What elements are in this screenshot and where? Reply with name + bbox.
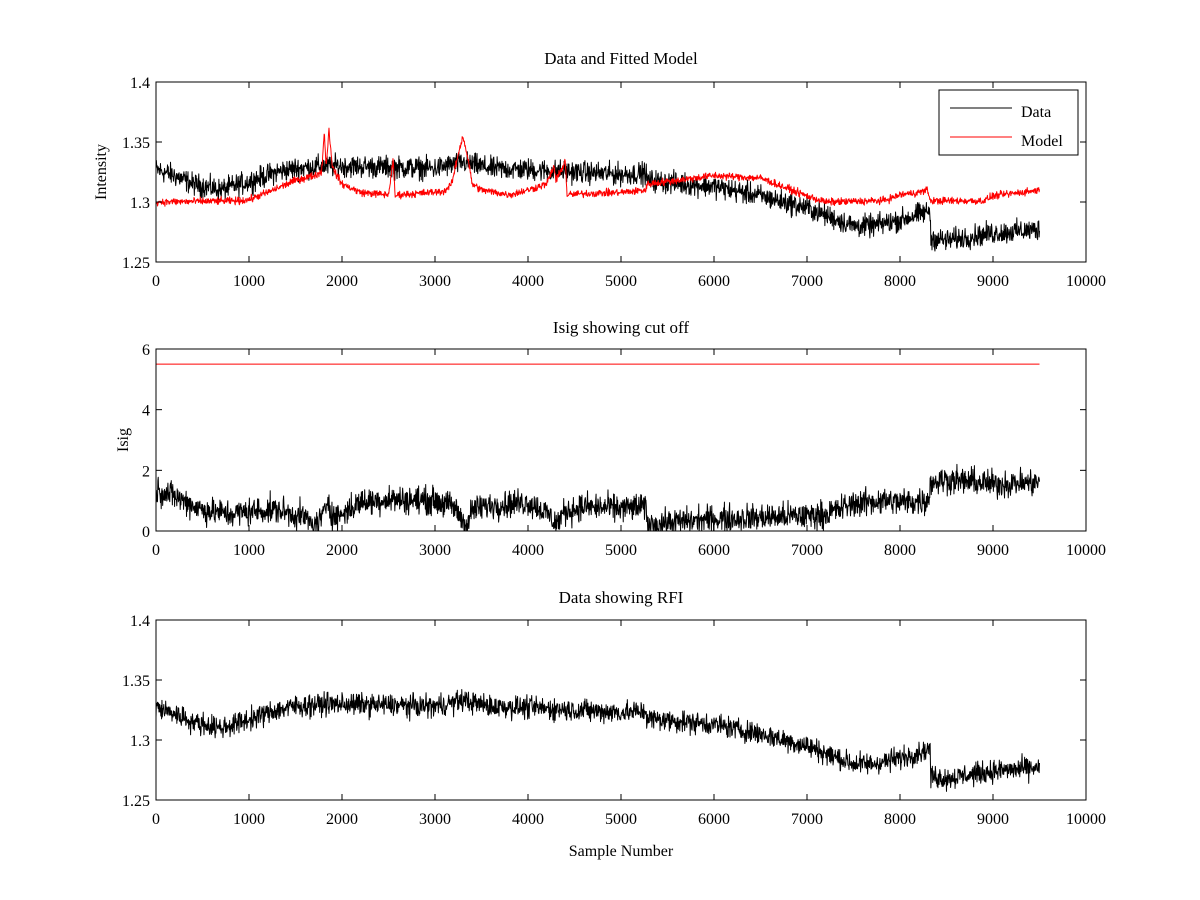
x-tick-label: 5000 [605, 542, 637, 559]
subplot-2-series-line [155, 463, 1040, 532]
subplot-2-title: Isig showing cut off [553, 318, 689, 337]
subplot-1-ticks: 0 1000 2000 3000 4000 5000 6000 7000 8000 9000 100… [122, 75, 1106, 290]
x-tick-label: 4000 [512, 811, 544, 828]
x-tick-label: 8000 [884, 273, 916, 290]
x-tick-label: 0 [152, 811, 160, 828]
legend-data-label: Data [1021, 104, 1051, 121]
x-tick-label: 8000 [884, 811, 916, 828]
y-tick-label: 0 [142, 524, 150, 541]
x-tick-label: 6000 [698, 811, 730, 828]
x-tick-label: 9000 [977, 542, 1009, 559]
x-tick-label: 1000 [233, 273, 265, 290]
subplot-1-axes-box [155, 81, 1087, 263]
x-tick-label: 2000 [326, 811, 358, 828]
y-tick-label: 6 [142, 342, 150, 359]
x-tick-label: 0 [152, 542, 160, 559]
subplot-1: Data and Fitted Model Intensity 0 1000 200… [93, 49, 1106, 290]
subplot-3-axes-box [155, 619, 1087, 801]
subplot-1-legend: Data Model [938, 89, 1079, 156]
y-tick-label: 1.4 [130, 613, 150, 630]
x-tick-label: 10000 [1066, 811, 1106, 828]
y-tick-label: 2 [142, 463, 150, 480]
subplot-3-xlabel: Sample Number [569, 843, 674, 860]
x-tick-label: 7000 [791, 273, 823, 290]
x-tick-label: 4000 [512, 273, 544, 290]
legend-model-label: Model [1021, 133, 1063, 150]
x-tick-label: 10000 [1066, 542, 1106, 559]
y-tick-label: 1.3 [130, 195, 150, 212]
x-tick-label: 2000 [326, 273, 358, 290]
y-tick-label: 1.35 [122, 135, 150, 152]
x-tick-label: 5000 [605, 811, 637, 828]
subplot-2-ylabel: Isig [115, 428, 132, 452]
x-tick-label: 3000 [419, 542, 451, 559]
subplot-2: Isig showing cut off Isig 0 1000 2000 3000 4… [115, 318, 1106, 559]
y-tick-label: 1.35 [122, 673, 150, 690]
subplot-2-series-layer [155, 363, 1040, 532]
subplot-3-ticks: 0 1000 2000 3000 4000 5000 6000 7000 8000 9000 100… [122, 613, 1106, 828]
subplot-1-series-data [155, 151, 1040, 252]
y-tick-label: 1.3 [130, 733, 150, 750]
x-tick-label: 1000 [233, 811, 265, 828]
subplot-1-ylabel: Intensity [93, 144, 110, 200]
x-tick-label: 9000 [977, 273, 1009, 290]
subplot-1-series-model [155, 127, 1040, 207]
x-tick-label: 1000 [233, 542, 265, 559]
subplot-1-series-layer [155, 127, 1040, 252]
subplot-3-series-layer [155, 689, 1040, 792]
subplot-1-title: Data and Fitted Model [544, 49, 698, 68]
subplot-3: Data showing RFI Sample Number 0 1000 2000… [122, 588, 1106, 860]
x-tick-label: 2000 [326, 542, 358, 559]
x-tick-label: 0 [152, 273, 160, 290]
x-tick-label: 3000 [419, 273, 451, 290]
x-tick-label: 9000 [977, 811, 1009, 828]
x-tick-label: 8000 [884, 542, 916, 559]
subplot-2-axes-box [155, 348, 1087, 532]
y-tick-label: 1.25 [122, 255, 150, 272]
subplot-3-title: Data showing RFI [559, 588, 684, 607]
x-tick-label: 3000 [419, 811, 451, 828]
x-tick-label: 10000 [1066, 273, 1106, 290]
x-tick-label: 7000 [791, 811, 823, 828]
y-tick-label: 1.4 [130, 75, 150, 92]
x-tick-label: 5000 [605, 273, 637, 290]
x-tick-label: 4000 [512, 542, 544, 559]
legend-box [938, 89, 1079, 156]
subplot-3-series-line [155, 689, 1040, 792]
y-tick-label: 1.25 [122, 793, 150, 810]
y-tick-label: 4 [142, 403, 150, 420]
subplot-2-ticks: 0 1000 2000 3000 4000 5000 6000 7000 8000 9000 100… [142, 342, 1106, 559]
x-tick-label: 6000 [698, 273, 730, 290]
x-tick-label: 7000 [791, 542, 823, 559]
x-tick-label: 6000 [698, 542, 730, 559]
